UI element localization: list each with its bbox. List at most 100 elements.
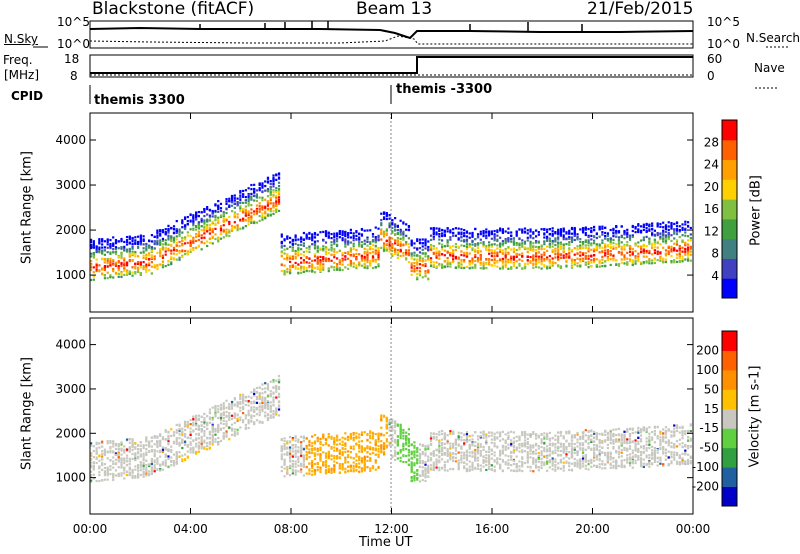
heatmap-cell xyxy=(341,436,344,439)
heatmap-cell xyxy=(363,448,366,451)
heatmap-cell xyxy=(280,449,283,452)
heatmap-cell xyxy=(443,233,446,236)
heatmap-cell xyxy=(106,271,109,274)
heatmap-cell xyxy=(595,248,598,252)
heatmap-cell xyxy=(598,246,601,249)
heatmap-cell xyxy=(153,470,156,473)
heatmap-cell xyxy=(148,254,151,257)
heatmap-cell xyxy=(598,259,601,262)
heatmap-cell xyxy=(313,447,317,450)
heatmap-cell xyxy=(297,267,300,270)
heatmap-cell xyxy=(145,474,148,477)
heatmap-cell xyxy=(656,259,659,262)
heatmap-cell xyxy=(211,236,214,239)
heatmap-cell xyxy=(468,267,471,270)
heatmap-cell xyxy=(203,417,206,420)
heatmap-cell xyxy=(532,249,535,252)
heatmap-cell xyxy=(330,244,333,247)
heatmap-cell xyxy=(266,195,270,198)
heatmap-cell xyxy=(510,267,513,270)
heatmap-cell xyxy=(311,470,314,473)
heatmap-cell xyxy=(443,244,446,248)
heatmap-cell xyxy=(529,242,532,245)
heatmap-cell xyxy=(559,243,563,246)
heatmap-cell xyxy=(623,231,626,234)
heatmap-cell xyxy=(150,470,154,473)
heatmap-cell xyxy=(374,439,377,442)
heatmap-cell xyxy=(689,253,692,256)
heatmap-cell xyxy=(153,265,156,268)
heatmap-cell xyxy=(487,246,491,249)
heatmap-cell xyxy=(305,247,308,250)
heatmap-cell xyxy=(170,252,173,255)
heatmap-cell xyxy=(316,240,319,243)
heatmap-cell xyxy=(244,189,247,192)
heatmap-cell xyxy=(590,244,593,247)
heatmap-cell xyxy=(684,234,687,237)
heatmap-cell xyxy=(374,239,377,242)
heatmap-cell xyxy=(123,240,126,244)
heatmap-cell xyxy=(554,237,557,240)
heatmap-cell xyxy=(659,232,662,235)
heatmap-cell xyxy=(128,450,131,453)
heatmap-cell xyxy=(261,400,264,403)
heatmap-cell xyxy=(211,439,214,442)
heatmap-cell xyxy=(92,275,95,278)
heatmap-cell xyxy=(228,411,231,415)
heatmap-cell xyxy=(369,441,372,444)
heatmap-cell xyxy=(92,266,95,269)
heatmap-cell xyxy=(626,228,629,231)
heatmap-cell xyxy=(222,402,225,405)
heatmap-cell xyxy=(532,262,535,265)
heatmap-cell xyxy=(504,241,507,245)
heatmap-cell xyxy=(112,475,115,478)
heatmap-cell xyxy=(92,449,95,453)
heatmap-cell xyxy=(109,449,112,452)
heatmap-cell xyxy=(125,248,129,251)
heatmap-cell xyxy=(242,195,245,198)
heatmap-cell xyxy=(374,444,377,447)
heatmap-cell xyxy=(136,262,140,266)
heatmap-cell xyxy=(615,243,618,246)
heatmap-cell xyxy=(496,234,499,237)
heatmap-cell xyxy=(95,443,98,446)
heatmap-cell xyxy=(355,464,358,467)
heatmap-cell xyxy=(109,243,112,246)
heatmap-cell xyxy=(183,225,187,228)
heatmap-cell xyxy=(214,216,217,219)
heatmap-cell xyxy=(601,261,604,265)
heatmap-cell xyxy=(294,473,297,476)
heatmap-cell xyxy=(446,259,449,263)
heatmap-cell xyxy=(178,230,181,233)
heatmap-cell xyxy=(391,237,394,240)
heatmap-cell xyxy=(109,252,112,255)
heatmap-cell xyxy=(233,226,236,230)
heatmap-cell xyxy=(203,434,206,437)
heatmap-cell xyxy=(261,396,264,399)
heatmap-cell xyxy=(258,414,261,417)
heatmap-cell xyxy=(333,256,336,259)
heatmap-cell xyxy=(208,416,212,419)
heatmap-cell xyxy=(479,263,482,266)
heatmap-cell xyxy=(302,439,306,443)
heatmap-cell xyxy=(156,444,159,447)
heatmap-cell xyxy=(112,258,115,262)
heatmap-cell xyxy=(167,439,170,443)
heatmap-cell xyxy=(197,427,200,430)
heatmap-cell xyxy=(159,263,162,266)
heatmap-cell xyxy=(203,421,206,424)
heatmap-cell xyxy=(526,248,529,251)
heatmap-cell xyxy=(131,452,134,456)
heatmap-cell xyxy=(429,247,433,250)
heatmap-cell xyxy=(302,250,306,254)
heatmap-cell xyxy=(172,462,176,465)
heatmap-cell xyxy=(313,240,317,243)
heatmap-cell xyxy=(106,259,109,263)
heatmap-cell xyxy=(443,265,446,269)
heatmap-cell xyxy=(651,246,654,249)
heatmap-cell xyxy=(670,225,673,229)
heatmap-cell xyxy=(543,257,546,261)
heatmap-cell xyxy=(164,242,167,245)
heatmap-cell xyxy=(95,479,98,483)
heatmap-cell xyxy=(164,264,167,268)
